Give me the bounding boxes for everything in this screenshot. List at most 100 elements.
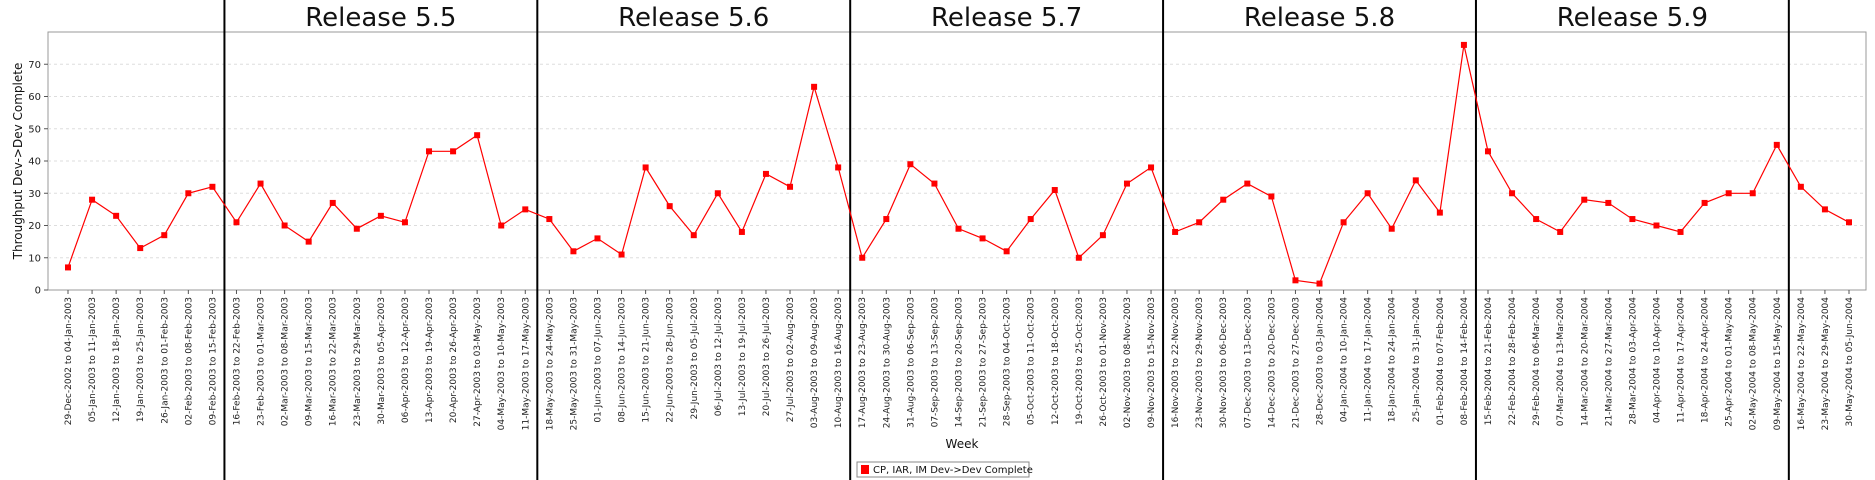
data-point <box>474 132 481 139</box>
x-tick-label: 05-Jan-2003 to 11-Jan-2003 <box>88 297 98 422</box>
x-tick-label: 04-Jan-2004 to 10-Jan-2004 <box>1340 297 1350 422</box>
data-point <box>1846 219 1852 226</box>
data-point <box>1509 190 1516 197</box>
data-point <box>498 222 505 229</box>
x-tick-label: 29-Dec-2002 to 04-Jan-2003 <box>64 297 74 425</box>
x-tick-label: 06-Jul-2003 to 12-Jul-2003 <box>714 297 724 416</box>
y-tick-label: 50 <box>28 124 41 135</box>
data-point <box>161 232 168 239</box>
y-tick-label: 40 <box>28 157 41 168</box>
data-point <box>1701 199 1708 206</box>
data-point <box>1821 206 1828 213</box>
data-point <box>89 196 96 203</box>
x-tick-label: 05-Oct-2003 to 11-Oct-2003 <box>1027 297 1037 425</box>
release-label: Release 5.8 <box>1244 3 1395 33</box>
legend-box <box>856 461 1030 478</box>
x-tick-label: 18-Apr-2004 to 24-Apr-2004 <box>1701 297 1711 423</box>
x-tick-label: 25-Apr-2004 to 01-May-2004 <box>1725 297 1735 427</box>
y-tick-label: 10 <box>28 253 41 264</box>
x-tick-label: 01-Feb-2004 to 07-Feb-2004 <box>1436 297 1446 426</box>
x-tick-label: 03-Aug-2003 to 09-Aug-2003 <box>810 297 820 428</box>
data-point <box>1172 228 1179 235</box>
x-tick-label: 27-Apr-2003 to 03-May-2003 <box>473 297 483 427</box>
data-point <box>401 219 408 226</box>
x-tick-label: 21-Sep-2003 to 27-Sep-2003 <box>979 297 989 427</box>
x-tick-label: 26-Oct-2003 to 01-Nov-2003 <box>1099 297 1109 427</box>
data-point <box>1364 190 1371 197</box>
x-tick-label: 02-Nov-2003 to 08-Nov-2003 <box>1123 297 1133 428</box>
data-point <box>113 212 120 219</box>
data-point <box>1749 190 1756 197</box>
x-tick-label: 30-Mar-2003 to 05-Apr-2003 <box>377 297 387 425</box>
data-point <box>1725 190 1732 197</box>
data-point <box>1099 232 1106 239</box>
data-point <box>1653 222 1660 229</box>
x-tick-label: 04-Apr-2004 to 10-Apr-2004 <box>1652 297 1662 423</box>
y-tick-label: 20 <box>28 221 41 232</box>
data-point <box>185 190 192 197</box>
x-tick-label: 16-Feb-2003 to 22-Feb-2003 <box>232 297 242 425</box>
legend-swatch <box>861 465 869 474</box>
data-point <box>955 225 962 232</box>
data-point <box>1268 193 1275 200</box>
data-point <box>1460 41 1467 48</box>
axis-layer: 0 10 20 30 40 50 60 70 29-Dec-2002 to 04-Jan-200… <box>28 60 1855 431</box>
data-point <box>329 199 336 206</box>
data-point <box>931 180 938 187</box>
x-tick-label: 23-Mar-2003 to 29-Mar-2003 <box>353 297 363 426</box>
x-tick-label: 21-Dec-2003 to 27-Dec-2003 <box>1291 297 1301 428</box>
grid-layer <box>47 31 1867 291</box>
data-point <box>1123 180 1130 187</box>
x-tick-label: 25-Jan-2004 to 31-Jan-2004 <box>1412 297 1422 422</box>
data-point <box>642 164 649 171</box>
series-line <box>67 44 1850 285</box>
data-point <box>979 235 986 242</box>
y-tick-label: 70 <box>28 60 41 71</box>
data-point <box>305 238 312 245</box>
x-tick-label: 11-Apr-2004 to 17-Apr-2004 <box>1677 297 1687 423</box>
x-tick-label: 02-Mar-2003 to 08-Mar-2003 <box>281 297 291 426</box>
x-tick-label: 15-Feb-2004 to 21-Feb-2004 <box>1484 297 1494 426</box>
x-tick-label: 02-Feb-2003 to 08-Feb-2003 <box>184 297 194 425</box>
data-point <box>666 203 673 210</box>
release-label: Release 5.7 <box>931 3 1082 33</box>
data-point <box>1027 216 1034 223</box>
data-point <box>1220 196 1227 203</box>
data-point <box>690 232 697 239</box>
x-tick-label: 11-Jan-2004 to 17-Jan-2004 <box>1364 297 1374 422</box>
data-point <box>1388 225 1395 232</box>
data-point <box>594 235 601 242</box>
data-point <box>762 170 769 177</box>
data-point <box>546 216 553 223</box>
data-point <box>233 219 240 226</box>
x-tick-label: 28-Mar-2004 to 03-Apr-2004 <box>1628 297 1638 425</box>
x-tick-label: 15-Jun-2003 to 21-Jun-2003 <box>642 297 652 423</box>
y-axis-title: Throughput Dev->Dev Complete <box>11 63 25 261</box>
x-tick-label: 23-May-2004 to 29-May-2004 <box>1821 297 1831 431</box>
x-tick-label: 16-Nov-2003 to 22-Nov-2003 <box>1171 297 1181 428</box>
series-layer <box>65 41 1852 287</box>
data-point <box>714 190 721 197</box>
x-tick-label: 14-Sep-2003 to 20-Sep-2003 <box>955 297 965 427</box>
x-tick-label: 07-Dec-2003 to 13-Dec-2003 <box>1243 297 1253 428</box>
data-point <box>811 83 818 90</box>
data-point <box>137 245 144 252</box>
release-label: Release 5.5 <box>305 3 456 33</box>
x-tick-label: 10-Aug-2003 to 16-Aug-2003 <box>834 297 844 428</box>
x-tick-label: 11-May-2003 to 17-May-2003 <box>521 297 531 430</box>
data-point <box>1075 254 1082 261</box>
x-tick-label: 22-Feb-2004 to 28-Feb-2004 <box>1508 297 1518 426</box>
data-point <box>883 216 890 223</box>
data-point <box>618 251 625 258</box>
x-tick-label: 12-Jan-2003 to 18-Jan-2003 <box>112 297 122 422</box>
x-tick-label: 13-Apr-2003 to 19-Apr-2003 <box>425 297 435 423</box>
y-tick-label: 60 <box>28 92 41 103</box>
release-layer: Release 5.5 Release 5.6 Release 5.7 Release… <box>223 0 1790 480</box>
y-tick-label: 0 <box>35 286 41 297</box>
x-tick-label: 12-Oct-2003 to 18-Oct-2003 <box>1051 297 1061 425</box>
x-tick-label: 19-Jan-2003 to 25-Jan-2003 <box>136 297 146 422</box>
data-point <box>1051 187 1058 194</box>
x-tick-label: 30-May-2004 to 05-Jun-2004 <box>1845 297 1855 427</box>
data-point <box>257 180 264 187</box>
data-point <box>1797 183 1804 190</box>
